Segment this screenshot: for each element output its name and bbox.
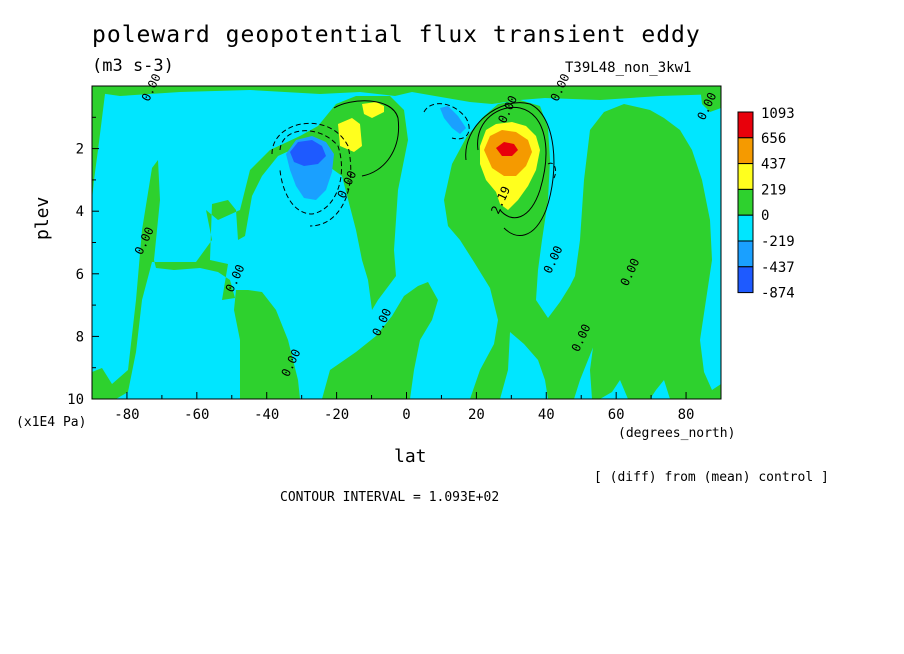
colorbar-label: 1093 bbox=[761, 106, 795, 122]
colorbar-label: -437 bbox=[761, 260, 795, 276]
colorbar-label: -874 bbox=[761, 286, 795, 302]
colorbar-label: 0 bbox=[761, 208, 769, 224]
field-green-center bbox=[322, 282, 438, 399]
contour-interval: CONTOUR INTERVAL = 1.093E+02 bbox=[280, 490, 500, 505]
x-tick-label: 80 bbox=[678, 407, 695, 423]
contour-line-4 bbox=[279, 130, 342, 215]
field-green-top bbox=[92, 86, 721, 104]
colorbar-label: 437 bbox=[761, 157, 786, 173]
colorbar-box bbox=[737, 163, 754, 190]
field-green-right-edge bbox=[700, 86, 721, 112]
colorbar-box bbox=[737, 266, 754, 294]
x-tick-label: 40 bbox=[538, 407, 555, 423]
colorbar-box bbox=[737, 137, 754, 165]
y-tick-label: 6 bbox=[76, 267, 84, 283]
field-yellow-sh-small bbox=[362, 102, 384, 118]
colorbar-label: 219 bbox=[761, 182, 786, 198]
x-axis-label: lat bbox=[394, 446, 427, 467]
field-red-nh bbox=[496, 142, 518, 156]
x-tick-label: 60 bbox=[608, 407, 625, 423]
contour-line-7 bbox=[547, 162, 557, 179]
contour-line-6 bbox=[423, 103, 470, 140]
x-tick-label: -80 bbox=[114, 407, 139, 423]
field-green-sh-center bbox=[234, 290, 300, 399]
x-tick-label: -20 bbox=[324, 407, 349, 423]
colorbar-label: 656 bbox=[761, 131, 786, 147]
x-tick-label: -40 bbox=[254, 407, 279, 423]
x-axis-unit: (degrees_north) bbox=[618, 426, 736, 441]
x-tick-label: -60 bbox=[184, 407, 209, 423]
y-tick-label: 8 bbox=[76, 329, 84, 345]
run-label: T39L48_non_3kw1 bbox=[565, 60, 692, 76]
colorbar-box bbox=[737, 188, 754, 216]
field-blue-nh bbox=[440, 106, 466, 134]
chart-units: (m3 s-3) bbox=[92, 56, 174, 76]
axis-ticks: -80 -60 -40 -20 0 20 40 60 80 2 4 6 8 10 bbox=[67, 116, 722, 423]
field-green-left-edge bbox=[92, 86, 106, 200]
contour-line-2 bbox=[465, 102, 555, 236]
diff-note: [ (diff) from (mean) control ] bbox=[594, 470, 829, 485]
chart-title: poleward geopotential flux transient edd… bbox=[92, 22, 701, 48]
y-tick-label: 4 bbox=[76, 204, 84, 220]
contour-lines bbox=[271, 100, 557, 236]
contour-line-1 bbox=[477, 106, 547, 219]
contour-line-3 bbox=[333, 100, 400, 177]
field-darkblue-sh bbox=[290, 140, 326, 166]
colorbar-box bbox=[737, 111, 754, 139]
y-tick-label: 10 bbox=[67, 392, 84, 408]
y-axis-unit: (x1E4 Pa) bbox=[16, 415, 87, 430]
plot-field bbox=[92, 86, 721, 399]
contour-line-5 bbox=[271, 122, 352, 227]
x-tick-label: 20 bbox=[468, 407, 485, 423]
colorbar-box bbox=[737, 240, 754, 268]
y-tick-label: 2 bbox=[76, 142, 84, 158]
x-tick-label: 0 bbox=[402, 407, 410, 423]
colorbar-box bbox=[737, 214, 754, 242]
y-axis-label: plev bbox=[32, 196, 53, 240]
colorbar-label: -219 bbox=[761, 234, 795, 250]
field-yellow-sh bbox=[338, 118, 362, 152]
colorbar: 1093 656 437 219 0 -219 -437 -874 bbox=[737, 106, 795, 302]
